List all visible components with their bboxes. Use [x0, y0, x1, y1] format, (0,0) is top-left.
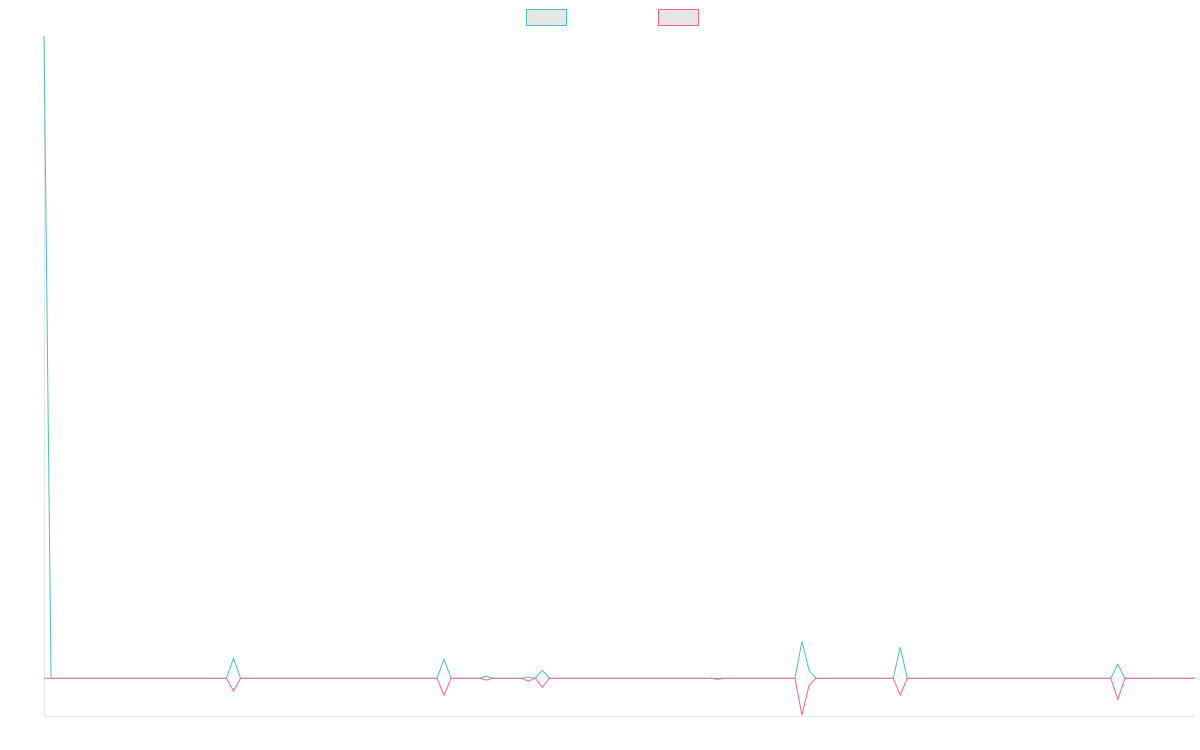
series-line — [43, 35, 1195, 679]
series-line — [44, 677, 1195, 716]
legend-swatch — [658, 9, 699, 26]
legend-swatch — [526, 9, 567, 26]
